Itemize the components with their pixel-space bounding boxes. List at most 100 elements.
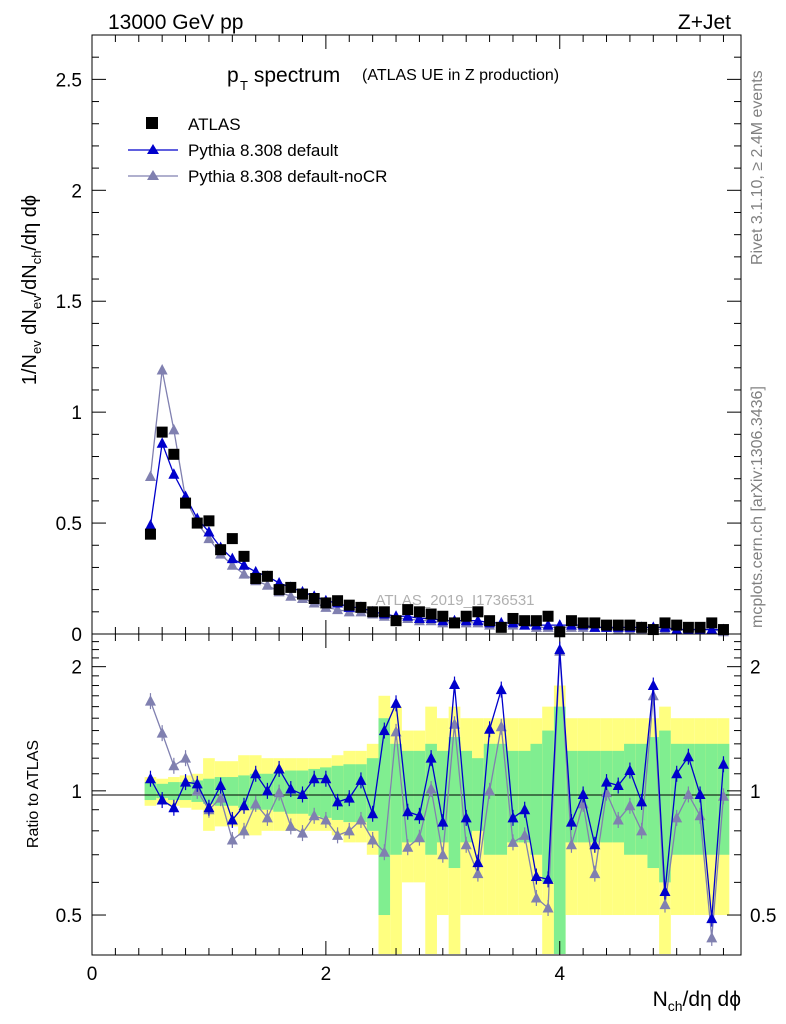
process-label: Z+Jet (678, 11, 731, 34)
ratio-band-inner (518, 750, 531, 843)
ratio-point-default (682, 750, 694, 762)
ratio-point-default (717, 758, 729, 769)
ratio-point-default (355, 774, 367, 785)
ratio-point-default (530, 870, 542, 881)
main-point-atlas (203, 515, 215, 527)
ratio-point-default (472, 856, 484, 868)
ratio-point-default (565, 816, 577, 827)
ratio-point-default (320, 772, 332, 784)
main-point-atlas (554, 626, 566, 638)
main-point-default (203, 525, 215, 537)
ratio-y-tick-label-right: 2 (750, 658, 761, 679)
main-point-atlas (437, 610, 449, 622)
main-point-nocr (226, 559, 238, 570)
energy-label: 13000 GeV pp (108, 11, 243, 34)
ratio-point-nocr (355, 813, 367, 825)
ratio-point-default (215, 779, 227, 791)
ratio-point-nocr (589, 867, 601, 879)
ratio-point-nocr (378, 846, 390, 857)
ratio-point-default (285, 783, 297, 794)
main-point-atlas (624, 619, 636, 631)
ratio-point-default (332, 795, 344, 807)
chart-title-main: p (227, 64, 239, 87)
ratio-point-nocr (413, 831, 425, 843)
ratio-y-tick-label: 1 (71, 782, 82, 803)
main-y-tick-label: 1.5 (56, 292, 82, 313)
legend-marker-atlas (146, 117, 158, 129)
main-point-default (706, 623, 718, 635)
legend-marker-nocr (147, 170, 159, 180)
main-point-atlas (402, 604, 414, 616)
ratio-x-tick-label: 2 (321, 964, 332, 985)
ratio-band-inner (413, 750, 426, 843)
rivet-version-label: Rivet 3.1.10, ≥ 2.4M events (749, 70, 766, 265)
ratio-point-default (449, 678, 461, 690)
ratio-point-nocr (402, 841, 414, 852)
main-point-atlas (530, 615, 542, 627)
ratio-band-inner (320, 767, 332, 818)
main-point-atlas (320, 597, 332, 609)
analysis-watermark: ATLAS_2019_I1736531 (375, 592, 534, 609)
main-point-atlas (671, 619, 683, 631)
main-point-atlas (413, 606, 425, 618)
ratio-point-default (554, 643, 566, 655)
ratio-point-default (296, 788, 308, 799)
main-point-atlas (484, 615, 496, 627)
ratio-point-default (577, 788, 589, 799)
ratio-point-default (484, 723, 496, 734)
main-point-atlas (460, 610, 472, 622)
main-point-nocr (156, 363, 168, 375)
ratio-band-inner (425, 743, 437, 855)
ratio-point-default (308, 772, 320, 784)
ratio-point-default (624, 764, 636, 776)
ratio-point-nocr (367, 834, 379, 845)
legend-label-atlas: ATLAS (188, 115, 241, 134)
main-point-atlas (449, 617, 461, 629)
ratio-point-default (203, 801, 215, 813)
ratio-point-nocr (332, 829, 344, 840)
ratio-point-nocr (636, 824, 648, 836)
main-point-atlas (519, 615, 531, 627)
main-y-tick-label: 2.5 (56, 70, 82, 91)
main-point-atlas (682, 621, 694, 633)
ratio-point-nocr (320, 813, 332, 825)
ratio-band-inner (401, 750, 414, 843)
ratio-band-inner (238, 775, 250, 808)
ratio-point-default (367, 807, 379, 819)
ratio-point-default (437, 816, 449, 827)
ratio-point-nocr (612, 813, 624, 825)
ratio-point-default (156, 794, 168, 805)
ratio-point-default (647, 679, 659, 691)
ratio-band-inner (588, 750, 601, 843)
ratio-band-inner (448, 737, 461, 869)
ratio-point-nocr (507, 836, 519, 847)
main-point-default (542, 619, 554, 630)
ratio-y-tick-label-right: 0.5 (750, 906, 776, 927)
main-point-default (156, 437, 168, 448)
ratio-point-nocr (472, 867, 484, 879)
main-point-atlas (261, 570, 273, 582)
ratio-band-inner (249, 773, 262, 810)
ratio-point-default (180, 776, 192, 787)
main-panel: 0 0.5 1 1.5 2 2.5 ATLAS_2019_I1736531 p T spe… (56, 34, 742, 646)
main-point-default (413, 612, 425, 623)
main-point-atlas (180, 497, 192, 509)
main-point-atlas (589, 617, 601, 629)
ratio-point-default (144, 772, 156, 784)
ratio-point-nocr (671, 811, 683, 823)
ratio-point-nocr (180, 752, 192, 763)
ratio-point-default (261, 784, 273, 796)
ratio-point-default (402, 805, 414, 817)
main-point-atlas (601, 619, 613, 631)
ratio-point-nocr (285, 820, 297, 831)
ratio-ticks: 0.5 0.5 1 1 2 2 0 2 4 (56, 634, 776, 985)
ratio-band-inner (331, 765, 344, 820)
main-point-nocr (168, 423, 180, 435)
ratio-point-default (460, 811, 472, 823)
ratio-band-inner (483, 743, 496, 855)
ratio-band-inner (226, 777, 239, 806)
ratio-point-default (191, 777, 203, 789)
main-point-atlas (308, 593, 320, 605)
main-y-tick-label: 0 (71, 625, 82, 646)
